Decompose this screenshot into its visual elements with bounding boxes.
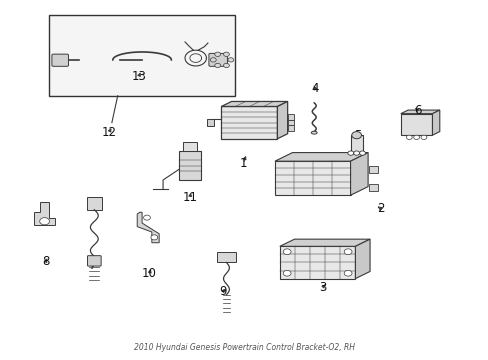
Bar bbox=[49, 15, 234, 96]
Polygon shape bbox=[400, 114, 431, 135]
Bar bbox=[216, 252, 236, 262]
Bar bbox=[350, 135, 362, 153]
Bar bbox=[183, 142, 196, 151]
Text: 13: 13 bbox=[131, 70, 146, 83]
Polygon shape bbox=[431, 110, 439, 135]
Text: 2010 Hyundai Genesis Powertrain Control Bracket-O2, RH: 2010 Hyundai Genesis Powertrain Control … bbox=[134, 343, 354, 352]
Circle shape bbox=[351, 132, 361, 139]
FancyBboxPatch shape bbox=[208, 53, 227, 66]
Circle shape bbox=[413, 135, 419, 139]
Polygon shape bbox=[355, 239, 369, 279]
FancyBboxPatch shape bbox=[52, 54, 68, 66]
Text: 8: 8 bbox=[42, 255, 49, 268]
Bar bbox=[287, 125, 293, 131]
Circle shape bbox=[347, 151, 353, 155]
Text: 12: 12 bbox=[101, 126, 116, 139]
Circle shape bbox=[406, 135, 411, 139]
Polygon shape bbox=[400, 110, 439, 114]
Circle shape bbox=[143, 215, 150, 220]
Bar bbox=[287, 114, 293, 120]
Polygon shape bbox=[221, 102, 287, 107]
Bar bbox=[179, 151, 200, 180]
Ellipse shape bbox=[311, 131, 317, 134]
Text: 7: 7 bbox=[88, 259, 96, 272]
Text: 9: 9 bbox=[218, 285, 226, 298]
Circle shape bbox=[151, 235, 158, 240]
Text: 1: 1 bbox=[239, 157, 246, 170]
Bar bbox=[206, 119, 214, 126]
Circle shape bbox=[227, 58, 233, 62]
Polygon shape bbox=[279, 246, 355, 279]
Circle shape bbox=[210, 58, 216, 62]
Polygon shape bbox=[34, 202, 55, 225]
Bar bbox=[368, 184, 377, 191]
Circle shape bbox=[223, 52, 229, 57]
Polygon shape bbox=[274, 153, 367, 161]
Polygon shape bbox=[274, 161, 350, 195]
Text: 2: 2 bbox=[377, 202, 384, 215]
Bar bbox=[368, 166, 377, 173]
FancyBboxPatch shape bbox=[87, 256, 101, 266]
Circle shape bbox=[353, 151, 359, 155]
Text: 5: 5 bbox=[354, 129, 361, 142]
Circle shape bbox=[344, 249, 351, 255]
Circle shape bbox=[223, 63, 229, 68]
Circle shape bbox=[359, 151, 365, 155]
Polygon shape bbox=[350, 153, 367, 195]
Bar bbox=[287, 120, 293, 126]
Polygon shape bbox=[221, 107, 277, 139]
Circle shape bbox=[214, 63, 220, 68]
Text: 3: 3 bbox=[318, 281, 325, 294]
Bar bbox=[86, 197, 102, 210]
Circle shape bbox=[283, 270, 290, 276]
Text: 4: 4 bbox=[311, 82, 318, 95]
Text: 11: 11 bbox=[182, 192, 197, 204]
Circle shape bbox=[40, 218, 49, 225]
Polygon shape bbox=[277, 102, 287, 139]
Circle shape bbox=[214, 52, 220, 57]
Polygon shape bbox=[137, 212, 159, 243]
Circle shape bbox=[344, 270, 351, 276]
Text: 10: 10 bbox=[142, 267, 157, 280]
Circle shape bbox=[420, 135, 426, 139]
Circle shape bbox=[283, 249, 290, 255]
Polygon shape bbox=[279, 239, 369, 246]
Text: 6: 6 bbox=[413, 104, 421, 117]
